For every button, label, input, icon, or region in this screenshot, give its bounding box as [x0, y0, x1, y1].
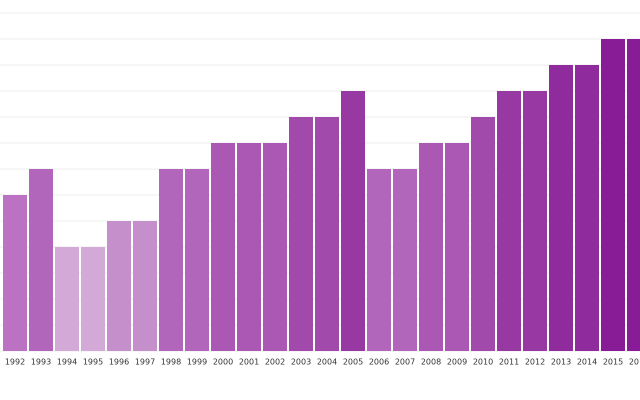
- bar: [601, 39, 625, 351]
- x-tick-label: 2006: [369, 358, 389, 367]
- x-tick-label: 1995: [83, 358, 103, 367]
- x-tick-label: 2013: [551, 358, 571, 367]
- x-tick-label: 1997: [135, 358, 155, 367]
- bar: [237, 143, 261, 351]
- x-tick-label: 1998: [161, 358, 181, 367]
- bar: [55, 247, 79, 351]
- x-tick-label: 2012: [525, 358, 545, 367]
- bar: [575, 65, 599, 351]
- bar: [159, 169, 183, 351]
- bar: [393, 169, 417, 351]
- bar: [107, 221, 131, 351]
- x-tick-label: 2007: [395, 358, 415, 367]
- x-tick-label: 2010: [473, 358, 493, 367]
- bar: [263, 143, 287, 351]
- bar: [289, 117, 313, 351]
- x-tick-label: 1996: [109, 358, 129, 367]
- bar: [445, 143, 469, 351]
- x-tick-label: 2003: [291, 358, 311, 367]
- bar: [3, 195, 27, 351]
- bar: [471, 117, 495, 351]
- x-tick-label: 2014: [577, 358, 597, 367]
- x-tick-label: 1992: [5, 358, 25, 367]
- x-tick-label: 1994: [57, 358, 77, 367]
- x-tick-label: 2016: [629, 358, 640, 367]
- x-tick-label: 2009: [447, 358, 467, 367]
- bar: [185, 169, 209, 351]
- x-tick-label: 2015: [603, 358, 623, 367]
- x-tick-label: 1993: [31, 358, 51, 367]
- bar: [341, 91, 365, 351]
- bar: [497, 91, 521, 351]
- x-tick-label: 2000: [213, 358, 233, 367]
- x-tick-label: 2004: [317, 358, 337, 367]
- bar: [315, 117, 339, 351]
- bar: [133, 221, 157, 351]
- x-tick-label: 2001: [239, 358, 259, 367]
- bar: [367, 169, 391, 351]
- x-tick-label: 1999: [187, 358, 207, 367]
- bar: [29, 169, 53, 351]
- x-tick-label: 2005: [343, 358, 363, 367]
- x-tick-label: 2008: [421, 358, 441, 367]
- bar: [523, 91, 547, 351]
- bar: [211, 143, 235, 351]
- x-tick-label: 2002: [265, 358, 285, 367]
- bar: [419, 143, 443, 351]
- bar: [81, 247, 105, 351]
- bar: [549, 65, 573, 351]
- bar: [627, 39, 640, 351]
- x-tick-label: 2011: [499, 358, 519, 367]
